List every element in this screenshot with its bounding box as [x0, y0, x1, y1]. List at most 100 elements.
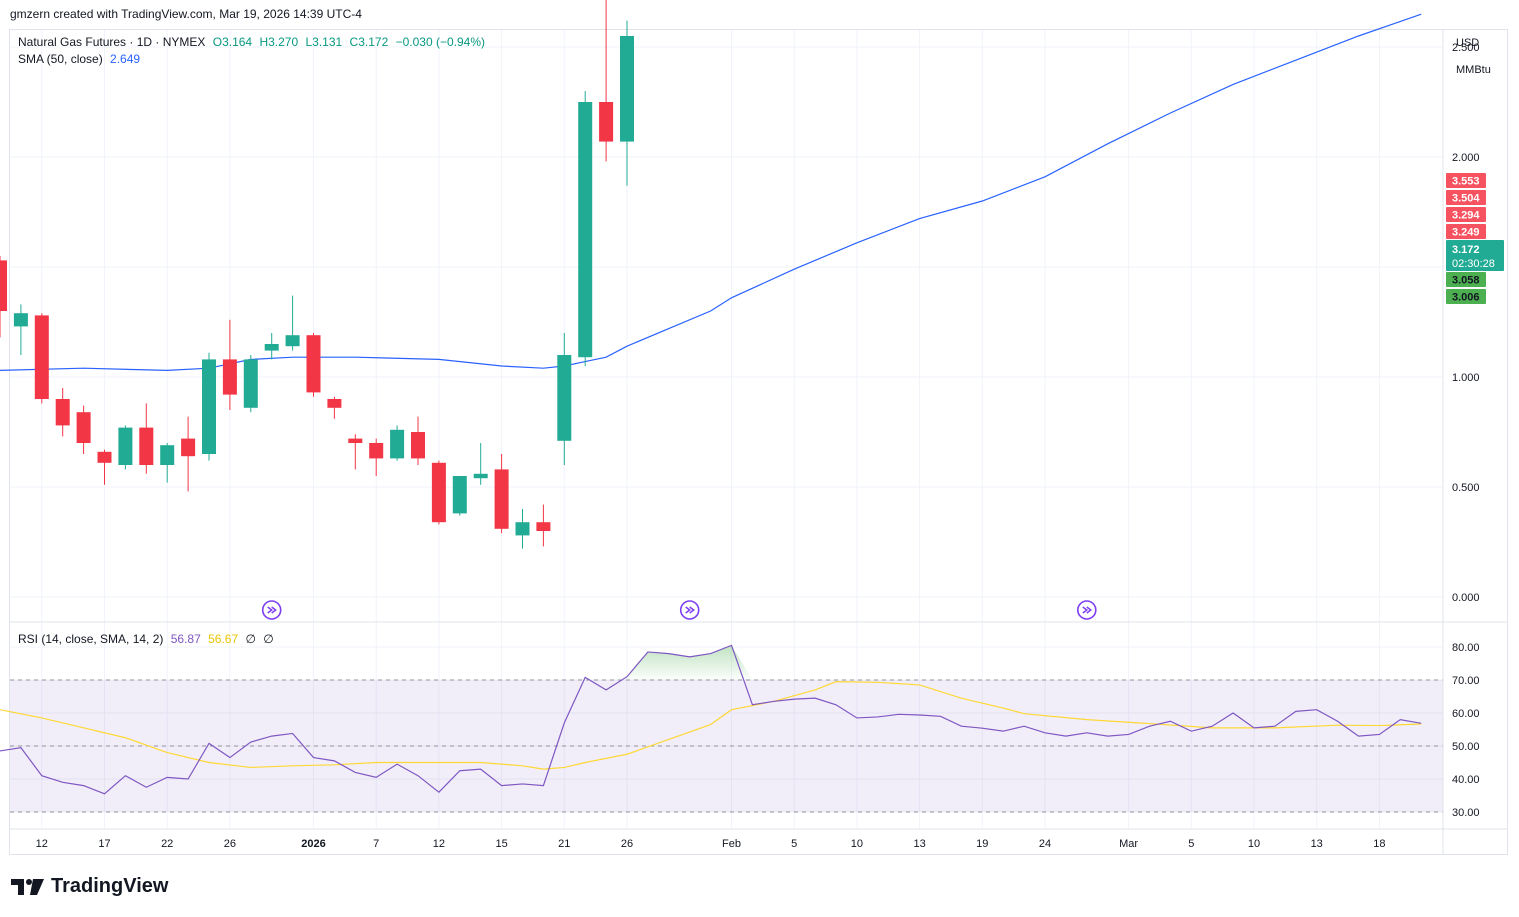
candle-body — [557, 355, 572, 441]
time-tick-label: 2026 — [301, 838, 325, 850]
candle-body — [431, 462, 446, 523]
event-marker-icon[interactable] — [679, 600, 700, 620]
legend-high: H3.270 — [259, 35, 299, 49]
candle-body — [411, 432, 425, 459]
rsi-band — [10, 679, 1443, 813]
price-tick-label: 1.000 — [1452, 372, 1480, 384]
candle-body — [76, 412, 91, 443]
price-badge-bg — [1446, 224, 1486, 239]
event-marker-icon[interactable] — [1077, 600, 1097, 620]
candle-body — [620, 36, 634, 142]
price-badge: 3.504 — [1446, 190, 1486, 205]
tradingview-brand[interactable]: TradingView — [11, 875, 168, 898]
rsi-overbought-fill — [0, 645, 1422, 680]
price-badge: 3.058 — [1446, 272, 1486, 287]
price-badge-label: 3.249 — [1452, 227, 1480, 239]
rsi-tick-label: 40.00 — [1452, 774, 1480, 786]
candle-body — [578, 102, 593, 358]
time-tick-label: 15 — [495, 838, 507, 850]
time-tick-label: 5 — [791, 838, 797, 850]
price-badge-label: 3.504 — [1452, 193, 1480, 205]
candle-body — [473, 473, 488, 479]
time-tick-label: 12 — [36, 838, 48, 850]
candle — [473, 443, 488, 485]
price-badge-label: 3.553 — [1452, 176, 1480, 188]
candle-body — [494, 469, 509, 529]
price-badge-label: 3.294 — [1452, 210, 1480, 222]
brand-text: TradingView — [51, 875, 169, 897]
unit-label[interactable]: MMBtu — [1456, 64, 1491, 76]
candle-body — [118, 427, 133, 465]
last-price-badge: 3.172 02:30:28 — [1446, 240, 1504, 271]
rsi-tick-label: 60.00 — [1452, 708, 1480, 720]
candle-body — [97, 451, 112, 463]
tradingview-logo-icon — [11, 878, 44, 895]
time-tick-label: Feb — [722, 838, 741, 850]
candle-body — [202, 359, 216, 454]
time-tick-label: 10 — [851, 838, 863, 850]
legend-change: −0.030 (−0.94%) — [395, 35, 485, 49]
time-tick-label: 7 — [373, 838, 379, 850]
rsi-tick-label: 80.00 — [1452, 642, 1480, 654]
candle-body — [222, 359, 237, 395]
candle — [118, 425, 133, 470]
legend-low: L3.131 — [305, 35, 343, 49]
price-tick-label: 2.000 — [1452, 152, 1480, 164]
main-legend: Natural Gas Futures · 1D · NYMEX O3.164 … — [18, 35, 489, 49]
candle-body — [452, 476, 467, 514]
rsi-legend[interactable]: RSI (14, close, SMA, 14, 2) 56.87 56.67 … — [18, 632, 278, 646]
currency-label[interactable]: USD — [1456, 37, 1480, 49]
candle — [348, 434, 363, 470]
rsi-tick-label: 50.00 — [1452, 741, 1480, 753]
candle — [411, 416, 425, 465]
candle — [431, 460, 446, 525]
candle — [222, 319, 237, 410]
rsi-tick-label: 70.00 — [1452, 675, 1480, 687]
rsi-legend-extra2: ∅ — [263, 632, 274, 646]
price-badge-bg — [1446, 173, 1486, 188]
price-badge: 3.294 — [1446, 207, 1486, 222]
price-badge-bg — [1446, 272, 1486, 287]
candle-body — [327, 399, 342, 408]
candle — [202, 352, 216, 461]
price-badge-bg — [1446, 190, 1486, 205]
price-badge: 3.553 — [1446, 173, 1486, 188]
candle-body — [306, 335, 321, 393]
price-badge: 3.006 — [1446, 289, 1486, 304]
candle — [515, 509, 530, 549]
candle-body — [0, 260, 7, 311]
time-tick-label: 26 — [621, 838, 633, 850]
candle — [139, 403, 154, 474]
time-tick-label: 26 — [224, 838, 236, 850]
sma-50-line — [0, 13, 1422, 372]
candle-body — [599, 102, 614, 142]
candle — [160, 443, 175, 483]
time-tick-label: 19 — [976, 838, 988, 850]
rsi-tick-label: 30.00 — [1452, 807, 1480, 819]
event-marker-icon[interactable] — [261, 600, 282, 620]
price-badge: 3.249 — [1446, 224, 1486, 239]
sma-legend[interactable]: SMA (50, close) 2.649 — [18, 52, 144, 66]
candle — [369, 438, 384, 476]
rsi-legend-label: RSI (14, close, SMA, 14, 2) — [18, 632, 164, 646]
candle — [306, 333, 321, 397]
sma-legend-value: 2.649 — [110, 52, 141, 66]
candle — [285, 295, 300, 351]
candle — [264, 333, 279, 360]
candle-body — [181, 438, 196, 457]
legend-open: O3.164 — [212, 35, 253, 49]
axes: 0.0000.5001.0001.5002.0002.5003.0003.500… — [10, 30, 1508, 855]
time-tick-label: 12 — [433, 838, 445, 850]
candle-body — [536, 522, 551, 531]
last-price-badge-bg — [1446, 240, 1504, 271]
legend-symbol[interactable]: Natural Gas Futures · 1D · NYMEX — [18, 35, 206, 49]
candle-body — [13, 313, 28, 327]
rsi-line — [0, 644, 1422, 795]
candle — [390, 425, 405, 461]
candle-body — [369, 443, 384, 459]
candle — [536, 504, 551, 547]
price-badge-label: 3.058 — [1452, 275, 1480, 287]
sma-line — [0, 13, 1422, 372]
candle — [620, 20, 634, 186]
